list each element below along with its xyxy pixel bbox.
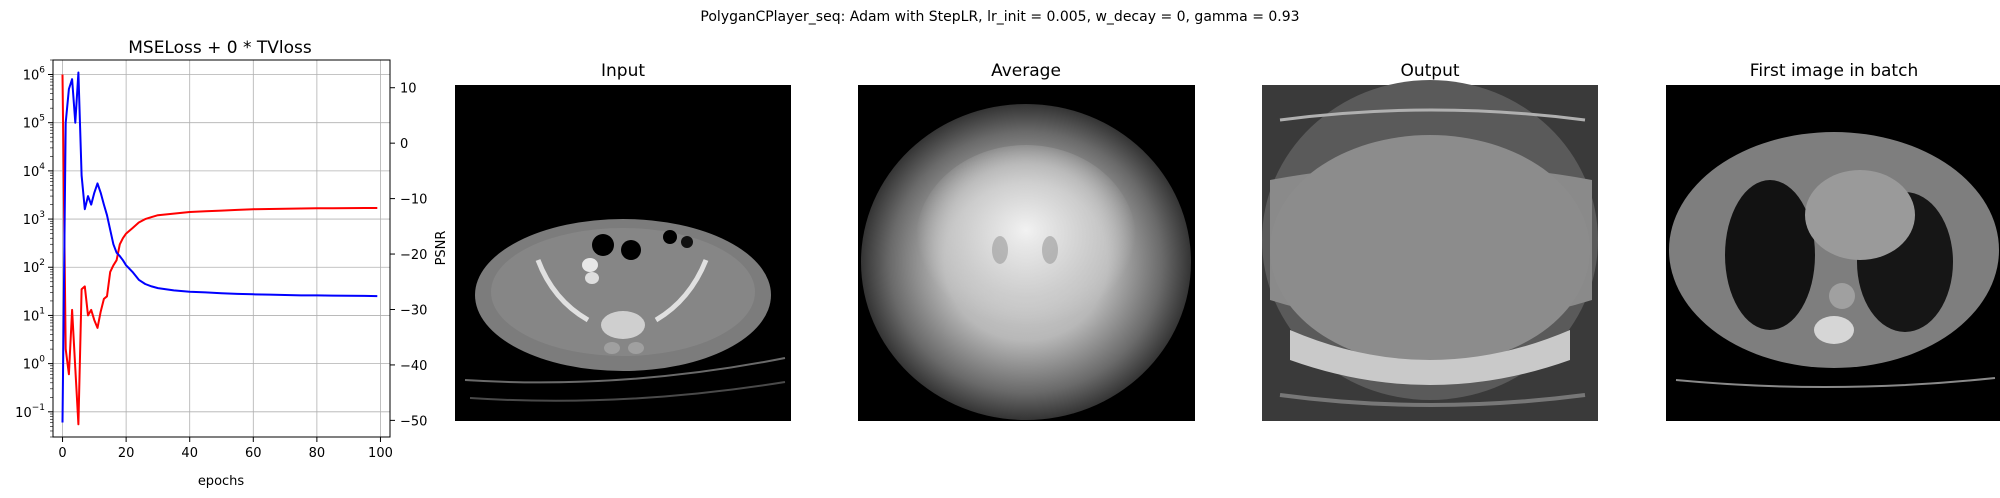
y2-tick-label: 10	[400, 82, 417, 97]
series-line-blue	[61, 71, 378, 423]
y2-tick-label: −10	[400, 193, 427, 208]
panel-output-title: Output	[1400, 61, 1459, 81]
panel-average: Average	[858, 61, 1195, 421]
y2-axis-ticks: 10 0 −10 −20 −30 −40 −50	[390, 82, 427, 429]
plot-frame	[52, 59, 391, 438]
x-tick-label: 100	[368, 446, 393, 461]
chart-title: MSELoss + 0 * TVloss	[128, 38, 312, 58]
y-tick-label: 106	[23, 66, 46, 84]
x-tick-label: 80	[309, 446, 326, 461]
loss-psnr-chart: MSELoss + 0 * TVloss 0 20 40 60 80 100 10−110…	[15, 38, 449, 489]
y-tick-label: 102	[23, 258, 45, 276]
y2-tick-label: 0	[400, 137, 408, 152]
y2-tick-label: −40	[400, 359, 427, 374]
y2-tick-label: −30	[400, 303, 427, 318]
panel-input-title: Input	[601, 61, 645, 81]
input-image	[455, 85, 791, 421]
y-axis-ticks: 10−1 100 101 102 103 104 105 106	[15, 59, 53, 438]
y2-axis-label: PSNR	[434, 231, 449, 266]
y-tick-label: 104	[23, 162, 46, 180]
series-line-red	[61, 74, 378, 426]
x-tick-label: 60	[245, 446, 262, 461]
panel-average-title: Average	[991, 61, 1061, 81]
y-tick-label: 103	[23, 210, 45, 228]
first-image-in-batch	[1666, 85, 2000, 421]
panel-first-image-title: First image in batch	[1750, 61, 1918, 81]
x-axis-label: epochs	[198, 474, 245, 489]
chart-grid	[53, 60, 390, 437]
panel-output: Output	[1262, 61, 1598, 421]
y-tick-label: 10−1	[15, 403, 45, 421]
y-tick-label: 105	[23, 114, 45, 132]
y-tick-label: 101	[23, 306, 45, 324]
x-tick-label: 0	[58, 446, 66, 461]
x-tick-label: 20	[118, 446, 135, 461]
panel-first-image: First image in batch	[1666, 61, 2000, 421]
y-tick-label: 100	[23, 355, 46, 373]
panel-input: Input	[455, 61, 791, 421]
y2-tick-label: −20	[400, 248, 427, 263]
y2-tick-label: −50	[400, 414, 427, 429]
average-image	[858, 85, 1195, 421]
output-image	[1262, 80, 1598, 421]
x-axis-ticks: 0 20 40 60 80 100	[58, 437, 393, 461]
chart-series	[61, 71, 378, 426]
x-tick-label: 40	[181, 446, 198, 461]
figure-suptitle: PolyganCPlayer_seq: Adam with StepLR, lr…	[700, 9, 1299, 25]
